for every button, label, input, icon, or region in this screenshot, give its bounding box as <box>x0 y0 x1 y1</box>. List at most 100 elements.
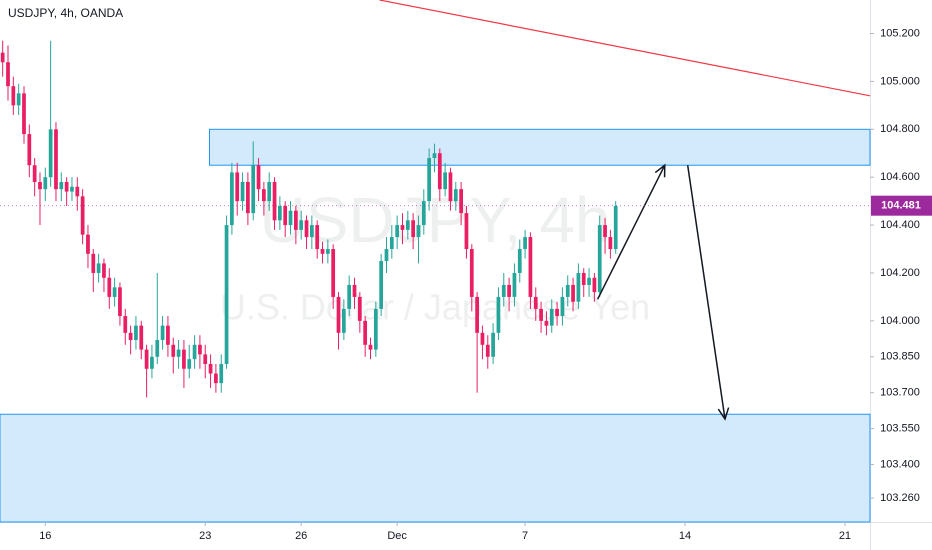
zone <box>209 128 871 166</box>
arrow-line <box>686 165 726 420</box>
candle-body <box>539 308 543 321</box>
candle-body <box>43 177 48 190</box>
candle-body <box>150 356 154 369</box>
candle-body <box>533 296 538 309</box>
candle-body <box>251 165 256 214</box>
candle-body <box>592 277 597 293</box>
candle-body <box>501 284 506 297</box>
candle-body <box>128 332 133 341</box>
candle-body <box>155 340 160 357</box>
candle-body <box>395 225 400 238</box>
candle-body <box>86 234 90 254</box>
candle-body <box>256 165 261 190</box>
candle-body <box>528 237 533 297</box>
candle-body <box>283 205 288 226</box>
y-tick-label: 104.200 <box>880 267 920 279</box>
candle-body <box>219 363 224 384</box>
candle-body <box>166 325 170 345</box>
candle-body <box>475 296 479 333</box>
y-tick-label: 103.550 <box>880 423 920 435</box>
y-tick-label: 104.600 <box>880 171 920 183</box>
candle-body <box>363 320 368 345</box>
candle-body <box>421 201 426 226</box>
candle-body <box>507 284 511 297</box>
candle-body <box>331 249 336 297</box>
arrow-head <box>717 407 730 421</box>
plot-area: USDJPY, 4hU.S. Dollar / Japanese Yen <box>0 0 871 523</box>
candle-body <box>208 363 213 374</box>
candle-body <box>160 325 165 341</box>
x-tick-label: 21 <box>839 530 851 542</box>
candle-body <box>230 172 234 226</box>
candle-body <box>608 237 613 250</box>
candle-body <box>144 349 149 369</box>
candle-body <box>118 287 122 317</box>
candle-body <box>32 165 37 182</box>
candle-body <box>512 272 517 297</box>
candle-body <box>453 189 458 202</box>
y-tick-label: 105.200 <box>880 27 920 39</box>
candle-body <box>576 272 581 302</box>
candle-body <box>38 181 42 190</box>
candle-body <box>91 253 96 273</box>
candle-body <box>427 158 432 202</box>
candle-body <box>64 181 69 192</box>
candle-body <box>613 205 618 250</box>
candle-body <box>603 225 607 238</box>
candle-body <box>293 210 298 230</box>
candle-body <box>22 93 26 135</box>
zone <box>0 413 871 523</box>
candle-body <box>565 284 570 297</box>
candle-body <box>246 181 250 214</box>
candle-body <box>75 186 80 197</box>
candle-body <box>384 249 389 261</box>
candle-body <box>123 316 128 333</box>
candle-body <box>405 220 410 230</box>
candle-body <box>443 172 447 190</box>
candle-body <box>198 344 202 355</box>
candle-body <box>485 344 490 357</box>
candle-body <box>80 196 85 235</box>
candle-body <box>203 354 208 364</box>
candle-body <box>523 237 527 250</box>
candle-body <box>171 344 176 357</box>
y-tick-label: 103.260 <box>880 492 920 504</box>
candle-body <box>235 172 240 202</box>
arrow-head <box>654 163 666 178</box>
x-tick-label: 23 <box>199 530 211 542</box>
candle-body <box>176 349 181 357</box>
candle-body <box>224 225 229 364</box>
candle-body <box>16 93 21 106</box>
candle-body <box>544 320 549 326</box>
candle-body <box>480 332 485 345</box>
candle-body <box>437 153 442 190</box>
y-tick-label: 104.800 <box>880 123 920 135</box>
candle-body <box>411 220 416 238</box>
candle-body <box>139 325 144 350</box>
candle-body <box>571 284 575 302</box>
candle-body <box>341 308 346 333</box>
candle-body <box>70 186 74 192</box>
candle-body <box>6 62 10 87</box>
candle-body <box>288 210 293 226</box>
candle-body <box>517 249 522 273</box>
candle-body <box>262 189 266 202</box>
candle-body <box>96 263 101 273</box>
candle-body <box>555 308 559 317</box>
y-tick-label: 103.400 <box>880 458 920 470</box>
y-tick-label: 104.400 <box>880 219 920 231</box>
candle-body <box>448 172 453 202</box>
candle-body <box>267 181 272 202</box>
candle-body <box>240 181 245 202</box>
candle-body <box>549 308 554 326</box>
y-tick-label: 105.000 <box>880 75 920 87</box>
candle-body <box>102 263 106 278</box>
candle-body <box>27 134 32 166</box>
candle-body <box>379 261 384 309</box>
y-tick-label: 103.700 <box>880 387 920 399</box>
y-tick-label: 103.850 <box>880 351 920 363</box>
candle-body <box>432 153 437 159</box>
candle-body <box>336 296 341 333</box>
candle-body <box>469 249 474 297</box>
